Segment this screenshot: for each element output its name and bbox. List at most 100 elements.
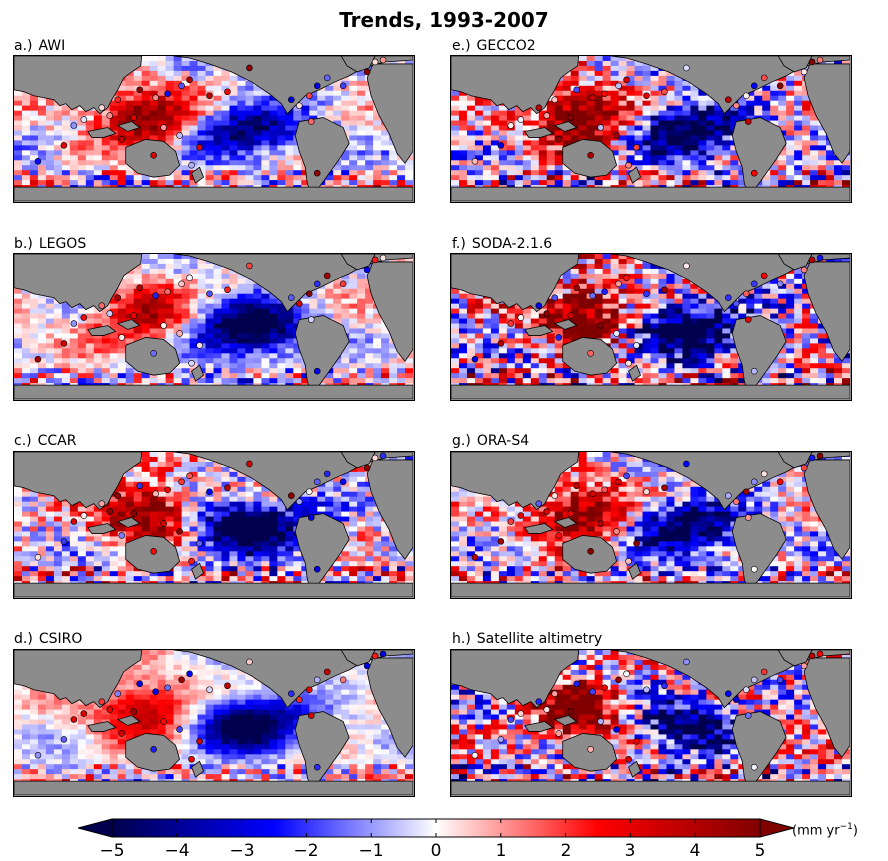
land-africa [803, 657, 850, 758]
tide-gauge-dot [725, 96, 732, 103]
tide-gauge-dot [379, 650, 387, 658]
tide-gauge-dot [379, 56, 387, 64]
tide-gauge-dot [601, 486, 608, 494]
tide-gauge-dot [224, 484, 231, 492]
colorbar-tick-label: −3 [229, 841, 255, 861]
tide-gauge-dot [507, 518, 515, 525]
tide-gauge-dot [313, 367, 321, 375]
tide-gauge-dot [613, 132, 620, 139]
tide-gauge-dot [661, 682, 668, 690]
panel-letter: h.) [452, 631, 471, 647]
tide-gauge-dot [188, 161, 195, 169]
tide-gauge-dot [760, 668, 768, 676]
tide-gauge-dot [551, 690, 559, 697]
tide-gauge-dot [750, 82, 758, 90]
land-new-zealand [628, 364, 642, 382]
tide-gauge-dot [589, 292, 596, 299]
panel-name: Satellite altimetry [476, 631, 603, 647]
land-greenland [340, 56, 376, 73]
tide-gauge-dot [130, 312, 137, 319]
tide-gauge-dot [615, 478, 622, 486]
land-north-america [610, 452, 850, 511]
land-new-zealand [191, 364, 205, 382]
tide-gauge-dot [625, 161, 632, 169]
land-new-zealand [191, 166, 205, 184]
tide-gauge-dot [507, 716, 515, 723]
tide-gauge-dot [816, 56, 824, 64]
panel-letter: b.) [14, 236, 33, 252]
land-africa [366, 261, 413, 362]
tide-gauge-dot [543, 706, 551, 713]
tide-gauge-dot [742, 290, 750, 298]
panel-label-ora-s4: g.) ORA-S4 [452, 433, 529, 449]
panel-name: SODA-2.1.6 [471, 236, 553, 252]
tide-gauge-dot [587, 746, 594, 753]
tide-gauge-dot [118, 730, 126, 737]
land-new-zealand [628, 166, 642, 184]
tide-gauge-dot [34, 157, 42, 165]
panel-name: CSIRO [38, 631, 83, 647]
tide-gauge-dot [34, 751, 42, 759]
tide-gauge-dot [744, 118, 752, 125]
tide-gauge-dot [363, 464, 371, 472]
tide-gauge-dot [164, 486, 171, 494]
tide-gauge-dot [816, 254, 824, 262]
tide-gauge-dot [136, 284, 143, 292]
land-greenland [777, 650, 813, 667]
land-indonesia-1 [524, 523, 554, 534]
tide-gauge-dot [800, 68, 808, 76]
colorbar-tick-label: 5 [754, 841, 766, 861]
tide-gauge-dot [555, 136, 563, 143]
map-panel-awi [13, 55, 415, 203]
tide-gauge-dot [379, 452, 387, 460]
tide-gauge-dot [507, 320, 515, 327]
tide-gauge-dot [543, 310, 551, 317]
land-indonesia-1 [524, 325, 554, 336]
tide-gauge-dot [750, 763, 758, 771]
tide-gauge-dot [601, 684, 608, 692]
land-antarctica [14, 384, 413, 399]
tide-gauge-dot [623, 76, 630, 84]
tide-gauge-dot [589, 688, 596, 695]
tide-gauge-dot [80, 710, 88, 717]
tide-gauge-dot [776, 478, 784, 486]
tide-gauge-markers [471, 452, 824, 573]
tide-gauge-dot [176, 726, 183, 733]
tide-gauge-dot [295, 498, 303, 505]
tide-gauge-dot [379, 254, 387, 262]
tide-gauge-dot [178, 676, 185, 684]
units-text: (mm yr [792, 823, 840, 839]
land-new-zealand [628, 760, 642, 778]
tide-gauge-dot [160, 124, 167, 131]
tide-gauge-dot [196, 540, 203, 547]
tide-gauge-dot [643, 488, 650, 496]
land-mask [451, 452, 850, 597]
colorbar-tick-label: −4 [164, 841, 190, 861]
tide-gauge-dot [625, 557, 632, 565]
tide-gauge-dot [70, 518, 78, 525]
tide-gauge-dot [573, 482, 580, 490]
tide-gauge-dot [152, 94, 159, 101]
tide-gauge-dot [551, 96, 559, 103]
tide-gauge-dot [800, 662, 808, 670]
tide-gauge-dot [683, 64, 690, 72]
land-greenland [340, 650, 376, 667]
tide-gauge-dot [313, 763, 321, 771]
tide-gauge-dot [60, 340, 68, 347]
land-north-america [610, 650, 850, 709]
sea-level-trend-map [14, 254, 413, 399]
land-antarctica [14, 582, 413, 597]
tide-gauge-dot [613, 528, 620, 535]
tide-gauge-dot [80, 314, 88, 321]
tide-gauge-dot [150, 548, 157, 555]
land-north-america [173, 254, 413, 313]
tide-gauge-dot [625, 359, 632, 367]
panel-label-csiro: d.) CSIRO [14, 631, 82, 647]
tide-gauge-dot [567, 510, 574, 517]
tide-gauge-dot [808, 454, 816, 462]
land-asia [14, 56, 143, 115]
land-africa [366, 459, 413, 560]
units-exponent: −1 [839, 822, 853, 832]
tide-gauge-dot [313, 676, 321, 684]
tide-gauge-dot [750, 565, 758, 573]
